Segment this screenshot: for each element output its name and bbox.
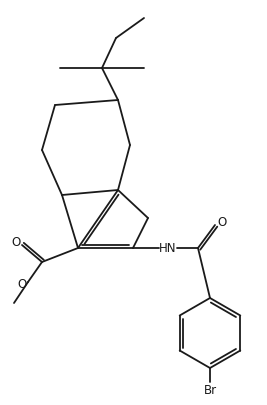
Text: HN: HN xyxy=(159,241,177,254)
Text: O: O xyxy=(217,217,227,230)
Text: O: O xyxy=(11,235,21,249)
Text: O: O xyxy=(17,277,27,290)
Text: Br: Br xyxy=(203,384,217,396)
